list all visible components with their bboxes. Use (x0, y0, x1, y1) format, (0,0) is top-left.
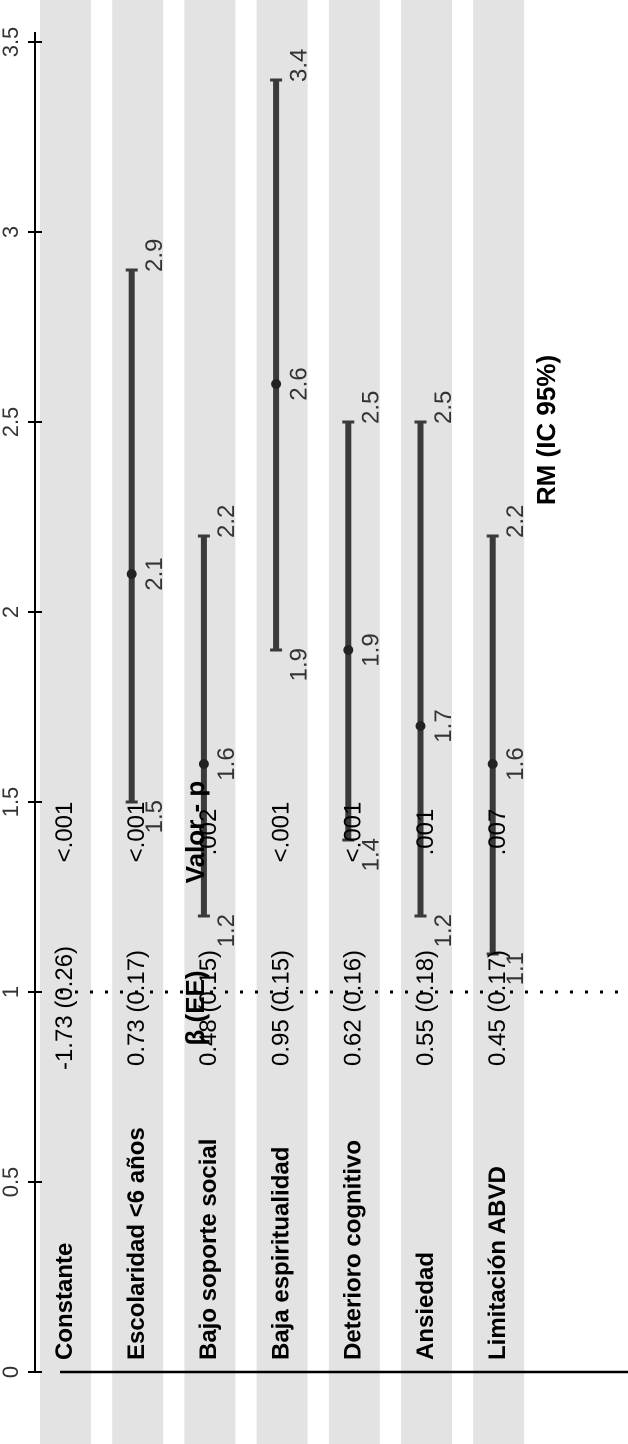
ci-high-label: 3.4 (285, 49, 312, 82)
pvalue-header: Valor - p (180, 781, 210, 884)
p-value: <.001 (123, 802, 150, 863)
row-band (473, 0, 525, 1444)
ci-low-label: 1.2 (213, 914, 240, 947)
ci-low-label: 1.2 (430, 914, 457, 947)
or-point (487, 759, 498, 769)
or-point (198, 759, 209, 769)
or-label: 1.9 (358, 633, 385, 666)
variable-label: Deterioro cognitivo (340, 1140, 367, 1360)
row-band (401, 0, 452, 1444)
or-point (343, 645, 354, 655)
column-headers: β (EE) Valor - p RM (IC 95%) (180, 355, 561, 1046)
ci-low-label: 1.5 (141, 800, 168, 833)
estimates: 1.5 2.1 2.9 1.2 1.6 2.2 1.9 2.6 3.4 1.4 1.9 2.5 1.2 1… (125, 49, 529, 985)
ci-low-label: 1.1 (502, 952, 529, 985)
variable-label: Constante (51, 1243, 78, 1360)
ci-high-label: 2.2 (213, 505, 240, 538)
or-label: 2.6 (285, 367, 312, 400)
x-tick-label: 1.5 (0, 787, 23, 818)
beta-value: 0.62 (0.16) (340, 950, 367, 1066)
x-axis: 0 0.5 1 1.5 2 2.5 3 3.5 (0, 27, 628, 1378)
x-tick-label: 0.5 (0, 1167, 23, 1198)
row-band (328, 0, 380, 1444)
p-value: <.001 (51, 802, 78, 863)
or-label: 1.6 (213, 747, 240, 780)
p-value: .002 (195, 809, 222, 856)
row-band (40, 0, 91, 1444)
x-tick-label: 3 (0, 226, 23, 238)
p-value: .007 (484, 809, 511, 856)
ci-high-label: 2.9 (141, 239, 168, 272)
or-label: 1.6 (502, 747, 529, 780)
beta-value: 0.48 (0.15) (195, 950, 222, 1066)
variable-label: Bajo soporte social (195, 1139, 222, 1360)
x-tick-label: 2 (0, 606, 23, 618)
or-point (415, 721, 426, 731)
or-label: 2.1 (141, 557, 168, 590)
ci-low-label: 1.4 (358, 838, 385, 871)
beta-value: 0.45 (0.17) (484, 950, 511, 1066)
beta-header: β (EE) (180, 970, 210, 1045)
or-header: RM (IC 95%) (531, 355, 561, 505)
or-point (271, 379, 282, 389)
ci-low-label: 1.9 (285, 648, 312, 681)
row-band (256, 0, 308, 1444)
p-value: <.001 (340, 802, 367, 863)
x-tick-label: 1 (0, 986, 23, 998)
x-tick-label: 3.5 (0, 27, 23, 58)
variable-label: Limitación ABVD (484, 1166, 511, 1360)
or-point (126, 569, 137, 579)
labels: Constante -1.73 (0.26) <.001 Escolaridad <6… (51, 802, 511, 1360)
row-bands (40, 0, 525, 1444)
row-band (184, 0, 236, 1444)
p-value: <.001 (267, 802, 294, 863)
beta-value: 0.55 (0.18) (412, 950, 439, 1066)
beta-value: -1.73 (0.26) (51, 946, 78, 1070)
variable-label: Escolaridad <6 años (123, 1127, 150, 1360)
x-tick-label: 0 (0, 1366, 23, 1378)
variable-label: Ansiedad (412, 1252, 439, 1360)
p-value: .001 (412, 809, 439, 856)
row-band (112, 0, 164, 1444)
or-label: 1.7 (430, 709, 457, 742)
beta-value: 0.73 (0.17) (123, 950, 150, 1066)
ci-high-label: 2.5 (430, 391, 457, 424)
x-tick-label: 2.5 (0, 407, 23, 438)
variable-label: Baja espiritualidad (267, 1147, 294, 1360)
ci-high-label: 2.2 (502, 505, 529, 538)
ci-high-label: 2.5 (358, 391, 385, 424)
beta-value: 0.95 (0.15) (267, 950, 294, 1066)
